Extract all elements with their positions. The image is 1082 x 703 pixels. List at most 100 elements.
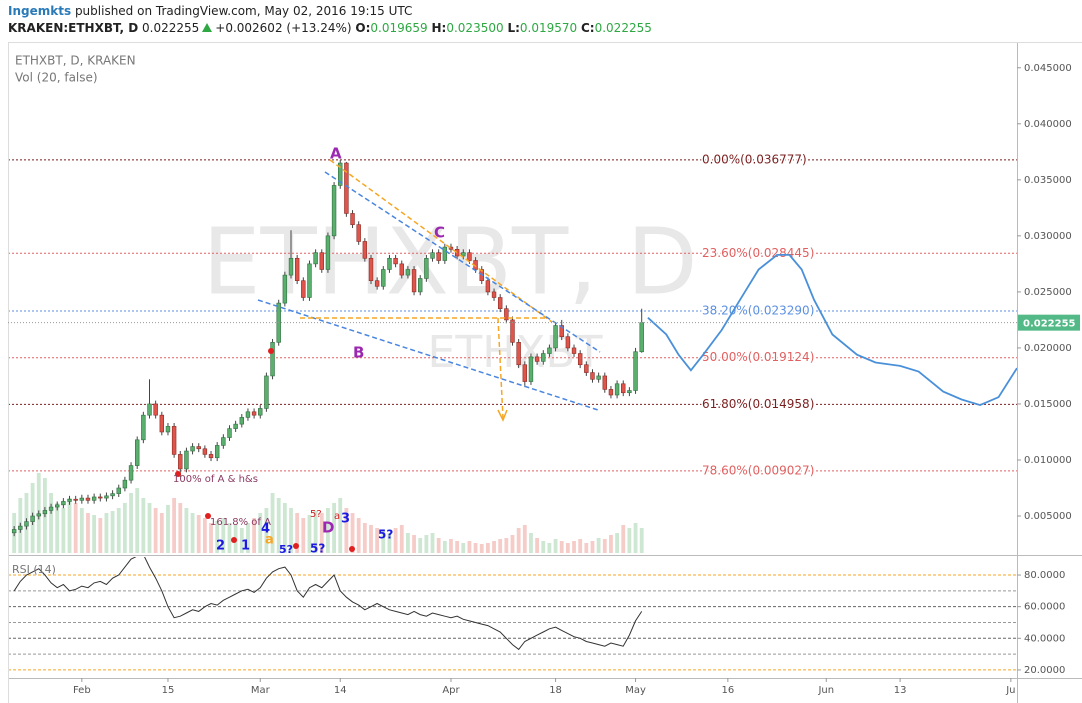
candle-body bbox=[399, 263, 404, 276]
candle-body bbox=[11, 529, 17, 534]
volume-bar bbox=[276, 498, 281, 553]
rsi-layer bbox=[8, 557, 1017, 671]
candle-body bbox=[319, 252, 324, 270]
candle-body bbox=[202, 448, 208, 455]
volume-bar bbox=[529, 533, 533, 553]
y-tick-label: 0.035000 bbox=[1024, 175, 1072, 186]
volume-bar bbox=[350, 513, 355, 553]
wave-label: 2 bbox=[216, 539, 225, 554]
volume-bar bbox=[332, 503, 336, 553]
volume-bar bbox=[535, 538, 540, 553]
marker bbox=[205, 513, 211, 519]
candle-body bbox=[110, 493, 115, 497]
volume-bar bbox=[393, 528, 398, 553]
wave-label: A bbox=[330, 145, 342, 163]
wave-label: C bbox=[434, 224, 445, 242]
candle-body bbox=[374, 280, 380, 287]
volume-bar bbox=[86, 513, 90, 553]
volume-bar bbox=[602, 539, 607, 553]
volume-bar bbox=[110, 511, 115, 553]
candle-body bbox=[147, 403, 152, 416]
volume-bar bbox=[406, 533, 410, 553]
volume-bar bbox=[61, 508, 66, 553]
candle-body bbox=[571, 347, 577, 354]
publish-line: Ingemkts published on TradingView.com, M… bbox=[8, 4, 412, 18]
volume-bar bbox=[209, 523, 213, 553]
candle-body bbox=[313, 252, 318, 265]
volume-bar bbox=[412, 535, 416, 553]
volume-bar bbox=[258, 513, 263, 553]
candle-body bbox=[153, 403, 158, 416]
volume-bar bbox=[122, 503, 127, 553]
volume-bar bbox=[461, 543, 466, 553]
volume-bar bbox=[584, 543, 589, 553]
volume-bar bbox=[473, 543, 478, 553]
candle-body bbox=[301, 280, 306, 298]
marker bbox=[349, 546, 355, 552]
volume-bar bbox=[289, 508, 293, 553]
volume-bar bbox=[424, 535, 429, 553]
candle-body bbox=[91, 496, 97, 501]
fib-label: 78.60%(0.009027) bbox=[702, 463, 814, 477]
volume-bar bbox=[79, 508, 84, 553]
candle-body bbox=[73, 498, 78, 501]
candle-body bbox=[381, 269, 386, 287]
volume-bar bbox=[49, 493, 53, 553]
volume-bar bbox=[166, 505, 170, 553]
drawings bbox=[257, 159, 601, 419]
fib-label: 0.00%(0.036777) bbox=[702, 152, 807, 166]
candle-body bbox=[430, 252, 435, 259]
volume-bar bbox=[104, 513, 109, 553]
candle-body bbox=[55, 504, 60, 508]
candle-body bbox=[596, 375, 601, 380]
candle-body bbox=[528, 356, 534, 382]
candle-body bbox=[516, 342, 521, 366]
l-value: 0.019570 bbox=[519, 21, 578, 35]
candle-body bbox=[522, 364, 528, 382]
volume-bar bbox=[627, 528, 632, 553]
chart-legend: ETHXBT, D, KRAKEN bbox=[15, 54, 136, 68]
volume-bar bbox=[338, 498, 343, 553]
candle-body bbox=[368, 257, 374, 281]
c-value: 0.022255 bbox=[594, 21, 652, 35]
volume-bar bbox=[202, 518, 207, 553]
volume-bar bbox=[596, 538, 601, 553]
volume-bar bbox=[282, 503, 287, 553]
volume-bar bbox=[498, 539, 503, 553]
candle-body bbox=[405, 269, 411, 276]
candle-body bbox=[448, 246, 454, 250]
volume-bar bbox=[541, 541, 546, 553]
volume-bar bbox=[516, 528, 521, 553]
volume-bar bbox=[479, 544, 484, 553]
published: published on TradingView.com, May 02, 20… bbox=[74, 4, 413, 18]
trend-line bbox=[329, 159, 553, 323]
volume-bar bbox=[430, 533, 435, 553]
x-tick-label: May bbox=[625, 685, 646, 696]
candle-body bbox=[134, 439, 140, 466]
wave-label: a bbox=[265, 533, 274, 548]
volume-bar bbox=[572, 541, 576, 553]
candle-body bbox=[196, 446, 201, 450]
volume-bar bbox=[467, 541, 472, 553]
volume-bar bbox=[344, 508, 349, 553]
volume-bar bbox=[565, 543, 570, 553]
candle-body bbox=[288, 257, 294, 276]
author[interactable]: Ingemkts bbox=[8, 4, 72, 18]
candle-body bbox=[393, 257, 398, 265]
candle-body bbox=[208, 454, 214, 459]
wave-label: 5? bbox=[378, 528, 393, 542]
candle-body bbox=[608, 389, 614, 396]
marker bbox=[231, 537, 237, 543]
candle-body bbox=[67, 498, 72, 502]
y-tick-label: 0.030000 bbox=[1024, 231, 1072, 242]
volume-bar bbox=[633, 523, 638, 553]
volume-bar bbox=[621, 525, 626, 553]
candle-body bbox=[504, 308, 509, 321]
y-tick-label: 0.010000 bbox=[1024, 455, 1072, 466]
candle-body bbox=[541, 353, 546, 362]
volume-bar bbox=[356, 518, 361, 553]
x-tick-label: Ju bbox=[1005, 685, 1015, 696]
volume-bar bbox=[381, 531, 386, 553]
